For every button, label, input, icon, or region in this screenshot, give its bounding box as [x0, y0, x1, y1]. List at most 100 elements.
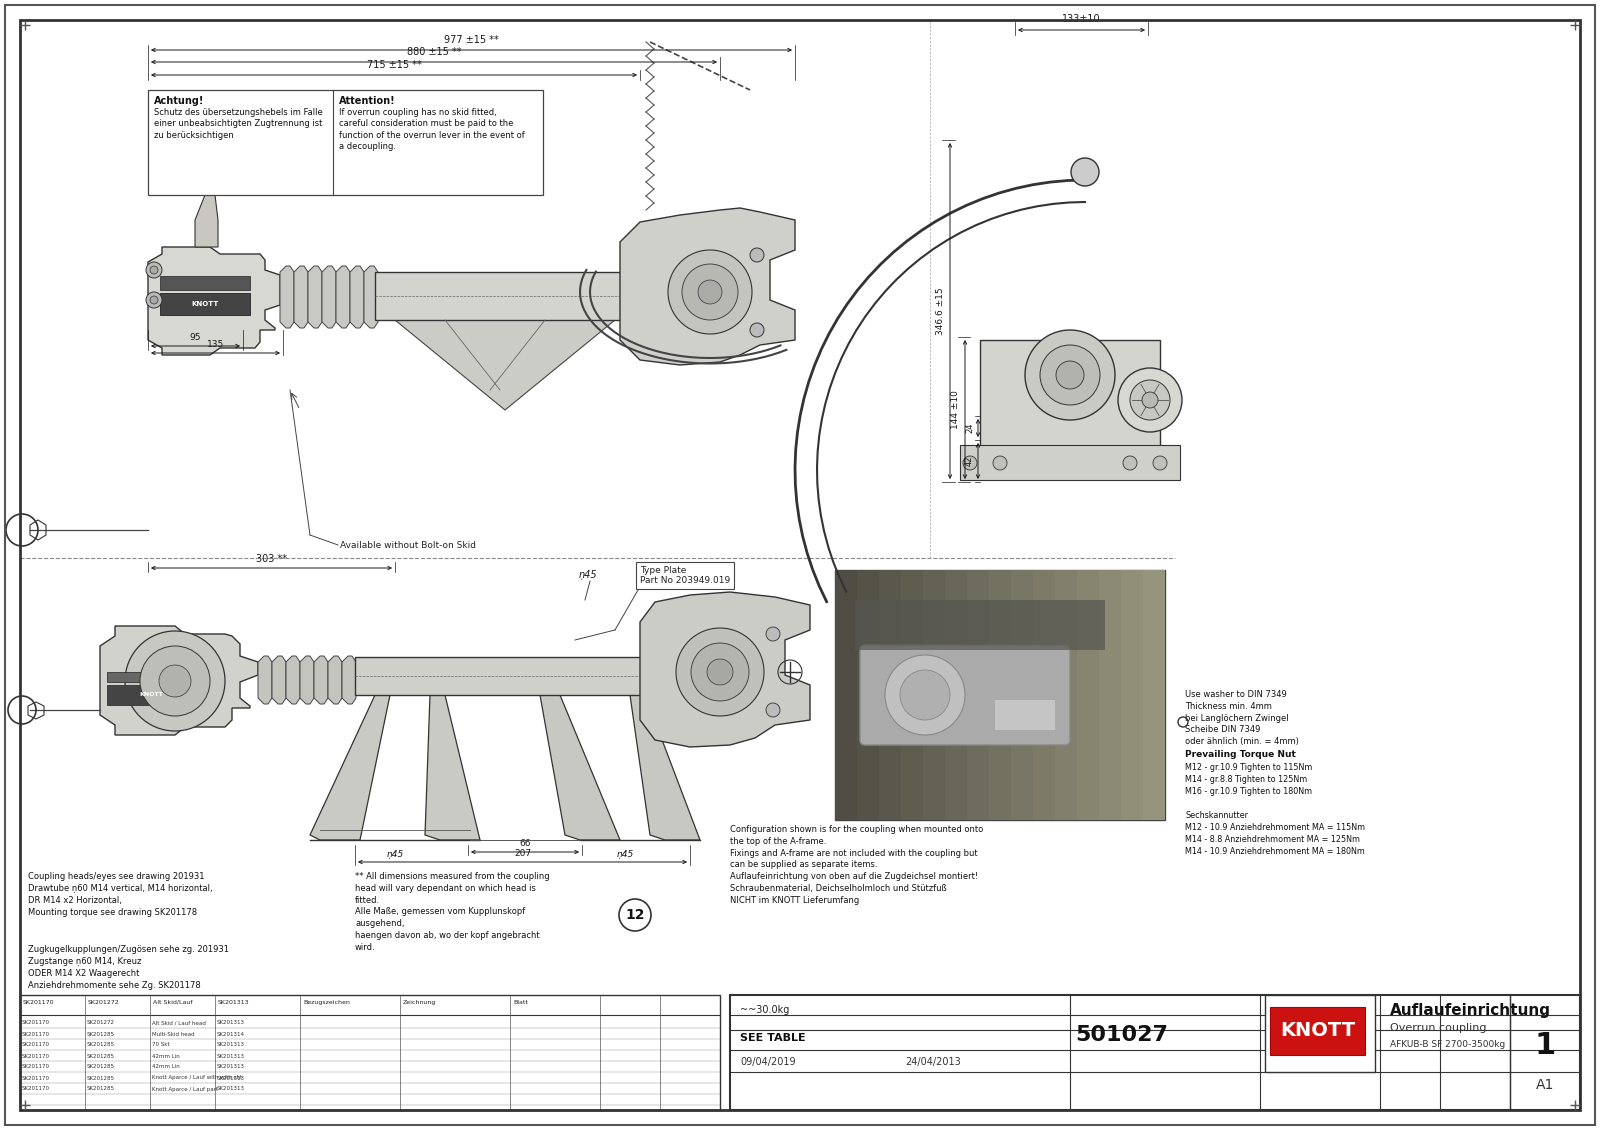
Text: SK201313: SK201313	[218, 1087, 245, 1092]
Bar	[858, 570, 878, 820]
Polygon shape	[621, 208, 795, 365]
Bar	[946, 570, 966, 820]
Bar	[966, 570, 989, 820]
Text: 1: 1	[1534, 1031, 1555, 1060]
Polygon shape	[195, 195, 218, 247]
Circle shape	[963, 457, 978, 470]
Polygon shape	[342, 657, 355, 704]
Text: 42: 42	[965, 455, 974, 467]
Polygon shape	[395, 320, 614, 410]
Circle shape	[691, 643, 749, 701]
Text: If overrun coupling has no skid fitted,
careful consideration must be paid to th: If overrun coupling has no skid fitted, …	[339, 108, 525, 151]
Text: Knott Aparce / Lauf part: Knott Aparce / Lauf part	[152, 1087, 218, 1092]
Circle shape	[885, 655, 965, 734]
Text: 24/04/2013: 24/04/2013	[906, 1057, 960, 1067]
Text: 133±10: 133±10	[1062, 14, 1101, 24]
Text: SK201285: SK201285	[86, 1076, 115, 1080]
Text: Bezugszeichen: Bezugszeichen	[302, 1000, 350, 1005]
Text: SK201313: SK201313	[218, 1053, 245, 1059]
Text: 135: 135	[206, 340, 224, 349]
Text: ** All dimensions measured from the coupling
head will vary dependant on which h: ** All dimensions measured from the coup…	[355, 872, 550, 951]
Polygon shape	[272, 657, 286, 704]
Text: SK201314: SK201314	[218, 1032, 245, 1036]
Text: ~~30.0kg: ~~30.0kg	[739, 1005, 789, 1015]
Circle shape	[994, 457, 1006, 470]
Text: Sechskannutter: Sechskannutter	[1186, 811, 1248, 820]
Text: ņ45: ņ45	[616, 850, 634, 859]
Polygon shape	[350, 266, 365, 328]
Circle shape	[150, 266, 158, 273]
Bar	[854, 600, 1106, 650]
Polygon shape	[336, 266, 350, 328]
Text: ņ45: ņ45	[579, 570, 597, 580]
Circle shape	[1040, 345, 1101, 405]
Text: M14 - gr.8.8 Tighten to 125Nm: M14 - gr.8.8 Tighten to 125Nm	[1186, 775, 1307, 784]
Bar	[835, 570, 858, 820]
Text: Achtung!: Achtung!	[154, 96, 205, 106]
Bar	[374, 272, 680, 320]
Bar	[1054, 570, 1077, 820]
Text: M12 - gr.10.9 Tighten to 115Nm: M12 - gr.10.9 Tighten to 115Nm	[1186, 763, 1312, 772]
Circle shape	[899, 670, 950, 720]
Text: SK201170: SK201170	[22, 1053, 50, 1059]
Polygon shape	[307, 266, 322, 328]
Text: SK201285: SK201285	[86, 1064, 115, 1069]
Text: M14 - 10.9 Anziehdrehmoment MA = 180Nm: M14 - 10.9 Anziehdrehmoment MA = 180Nm	[1186, 848, 1365, 857]
Circle shape	[698, 280, 722, 304]
Text: 501027: 501027	[1075, 1025, 1168, 1045]
Text: Overrun coupling: Overrun coupling	[1390, 1023, 1486, 1033]
Bar	[1034, 570, 1054, 820]
Bar	[995, 699, 1054, 730]
Text: KNOTT: KNOTT	[192, 301, 219, 307]
Text: SK201313: SK201313	[218, 1020, 245, 1026]
Bar	[160, 293, 250, 315]
Polygon shape	[147, 247, 280, 355]
Bar	[1011, 570, 1034, 820]
Text: SK201285: SK201285	[86, 1043, 115, 1048]
Polygon shape	[310, 695, 390, 840]
Polygon shape	[365, 266, 378, 328]
Bar	[1122, 570, 1142, 820]
Circle shape	[1130, 380, 1170, 420]
Text: 09/04/2019: 09/04/2019	[739, 1057, 795, 1067]
Circle shape	[675, 628, 765, 716]
Circle shape	[158, 664, 190, 697]
Bar	[1077, 570, 1099, 820]
Text: M12 - 10.9 Anziehdrehmoment MA = 115Nm: M12 - 10.9 Anziehdrehmoment MA = 115Nm	[1186, 823, 1365, 832]
Circle shape	[1056, 360, 1085, 389]
Text: Where tolerances are not specified refer to
N8826: Where tolerances are not specified refer…	[355, 1000, 536, 1020]
Text: Multi-Skid head: Multi-Skid head	[152, 1032, 195, 1036]
Text: SK201170: SK201170	[22, 1064, 50, 1069]
Text: Coupling heads/eyes see drawing 201931
Drawtube ņ60 M14 vertical, M14 horizontal: Coupling heads/eyes see drawing 201931 D…	[29, 872, 213, 916]
Polygon shape	[328, 657, 342, 704]
Circle shape	[146, 262, 162, 278]
Circle shape	[766, 627, 781, 641]
Circle shape	[141, 646, 210, 716]
Text: SK201170: SK201170	[22, 1043, 50, 1048]
Text: ņ45: ņ45	[386, 850, 403, 859]
Text: M16 - gr.10.9 Tighten to 180Nm: M16 - gr.10.9 Tighten to 180Nm	[1186, 786, 1312, 796]
Text: AFKUB-B SF 2700-3500kg: AFKUB-B SF 2700-3500kg	[1390, 1040, 1506, 1049]
Text: A1: A1	[1536, 1078, 1554, 1092]
Text: Zeichnung: Zeichnung	[403, 1000, 437, 1005]
Bar	[107, 672, 195, 683]
Bar	[1266, 996, 1374, 1072]
Bar	[160, 276, 250, 290]
Text: 42mm Lin: 42mm Lin	[152, 1064, 179, 1069]
Circle shape	[750, 323, 765, 337]
Circle shape	[619, 899, 651, 931]
Text: 144 ±10: 144 ±10	[950, 390, 960, 429]
Text: Type Plate
Part No 203949.019: Type Plate Part No 203949.019	[640, 566, 730, 585]
Text: SK201272: SK201272	[88, 1000, 120, 1005]
Circle shape	[1142, 392, 1158, 408]
Text: SK201313: SK201313	[218, 1000, 250, 1005]
Circle shape	[766, 703, 781, 718]
Text: SK201170: SK201170	[22, 1032, 50, 1036]
Text: M14 - 8.8 Anziehdrehmoment MA = 125Nm: M14 - 8.8 Anziehdrehmoment MA = 125Nm	[1186, 835, 1360, 844]
Bar	[1142, 570, 1165, 820]
Polygon shape	[280, 266, 294, 328]
Polygon shape	[640, 592, 810, 747]
Bar	[147, 90, 542, 195]
Text: Blatt: Blatt	[514, 1000, 528, 1005]
Text: 880 ±15 **: 880 ±15 **	[406, 47, 461, 56]
